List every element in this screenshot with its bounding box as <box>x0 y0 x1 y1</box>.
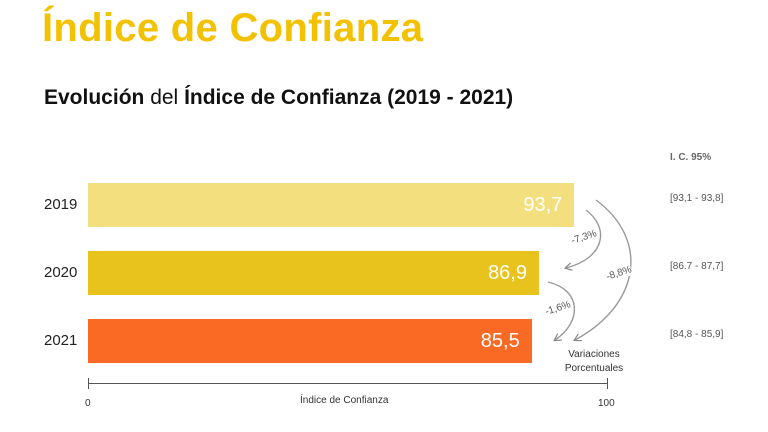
bar-2019: 93,7 <box>88 183 575 227</box>
year-label-2019: 2019 <box>44 196 78 213</box>
variations-caption-line-1: Variaciones <box>568 349 620 360</box>
bar-value-label-2021: 85,5 <box>480 330 520 352</box>
main-title: Índice de Confianza <box>42 6 424 50</box>
subtitle-part-3: Índice de Confianza (2019 - 2021) <box>184 86 514 109</box>
arrow-2019-2020 <box>566 209 602 268</box>
x-tick-label-0: 0 <box>85 398 91 409</box>
arrow-2020-2021 <box>547 281 576 340</box>
x-axis-label: Índice de Confianza <box>300 395 389 406</box>
x-axis-line <box>88 383 608 384</box>
x-tick-100 <box>607 378 608 389</box>
ci-header: I. C. 95% <box>670 152 712 163</box>
chart-subtitle: Evolución del Índice de Confianza (2019 … <box>44 86 513 110</box>
ci-value-2020: [86.7 - 87,7] <box>670 261 724 272</box>
bar-value-label-2020: 86,9 <box>488 262 527 284</box>
subtitle-part-2: del <box>144 86 185 109</box>
x-tick-label-100: 100 <box>598 398 615 409</box>
bar-2021: 85,5 <box>88 319 532 363</box>
ci-value-2019: [93,1 - 93,8] <box>670 193 724 204</box>
bar-value-label-2019: 93,7 <box>523 194 563 216</box>
x-tick-0 <box>88 378 89 389</box>
ci-value-2021: [84,8 - 85,9] <box>670 329 724 340</box>
year-label-2021: 2021 <box>44 332 78 349</box>
subtitle-part-1: Evolución <box>44 86 145 109</box>
variations-caption: Variaciones Porcentuales <box>549 348 639 376</box>
bar-2020: 86,9 <box>88 251 539 295</box>
variations-caption-line-2: Porcentuales <box>564 363 624 374</box>
year-label-2020: 2020 <box>44 264 78 281</box>
